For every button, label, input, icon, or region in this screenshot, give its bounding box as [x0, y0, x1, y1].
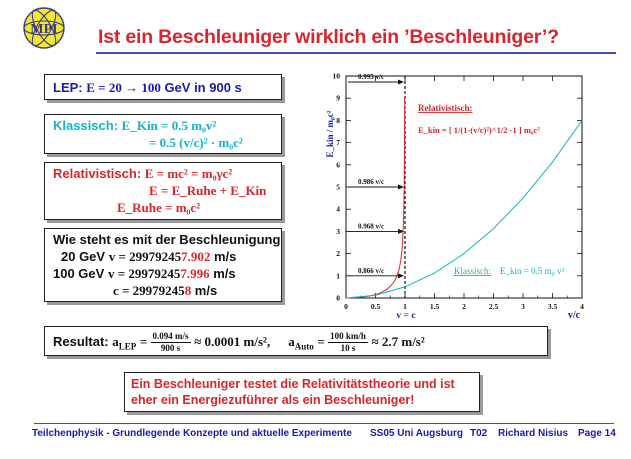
y-axis-label: E_kin / m₀c²	[325, 110, 335, 157]
x-tick-label: 3.5	[548, 302, 558, 311]
relativistisch-box: Relativistisch: E = mc² = m₀γc² E = E_Ru…	[44, 162, 282, 220]
relativistisch-formula-1: E = mc² = m₀γc²	[144, 166, 233, 181]
row2-unit: m/s	[209, 266, 236, 281]
row1-velocity-digits: 7.902	[181, 249, 211, 264]
x-tick-label: 0	[344, 302, 348, 311]
row1-velocity: v = 29979245	[108, 249, 182, 264]
y-tick-label: 5	[336, 183, 340, 192]
beschleunigung-box: Wie steht es mit der Beschleunigung 20 G…	[44, 228, 282, 302]
lep-formula: E = 20 → 100	[86, 80, 161, 95]
lep-fraction: 0.094 m/s 900 s	[150, 331, 191, 354]
footer-semester: SS05 Uni Augsburg	[370, 428, 463, 439]
relativistisch-formula-2: E = E_Ruhe + E_Kin	[149, 183, 267, 198]
x-tick-label: 1.5	[430, 302, 440, 311]
row1-energy: 20 GeV	[61, 249, 109, 264]
slide-title: Ist ein Beschleuniger wirklich ein ’Besc…	[98, 26, 559, 48]
auto-approx: ≈ 2.7 m/s²	[371, 333, 425, 349]
mpi-logo: MPI	[23, 7, 65, 49]
classical-curve	[345, 120, 583, 299]
lep-numerator: 0.094 m/s	[150, 331, 191, 343]
lep-suffix: GeV in 900 s	[160, 80, 242, 95]
legend-relativistisch-label: Relativistisch:	[418, 103, 473, 113]
footer-rule	[34, 423, 614, 424]
relativistisch-formula-3: E_Ruhe = m₀c²	[117, 200, 201, 215]
row2-velocity-digits: 7.996	[180, 266, 210, 281]
klassisch-formula-2: = 0.5 (v/c)² · m₀c²	[149, 135, 243, 150]
conclusion-box: Ein Beschleuniger testet die Relativität…	[124, 372, 480, 412]
logo-text: MPI	[30, 22, 57, 37]
x-tick-label: 4	[580, 302, 584, 311]
x-tick-label: 2.5	[489, 302, 499, 311]
klassisch-formula-1: E_Kin = 0.5 m₀v²	[121, 118, 217, 133]
y-tick-label: 7	[336, 138, 340, 147]
y-tick-label: 6	[336, 160, 340, 169]
y-tick-label: 4	[336, 205, 340, 214]
footer-section: T02	[470, 428, 488, 439]
annotation-arrowhead	[398, 79, 404, 85]
row3-light-speed-digit: 8	[184, 283, 192, 298]
x-axis-label: v/c	[568, 310, 581, 321]
legend-klassisch-formula: E_kin = 0.5 m₀ v²	[500, 266, 564, 276]
a-lep-subscript: LEP	[118, 341, 137, 352]
result-label: Resultat:	[53, 333, 113, 349]
row2-energy: 100 GeV	[53, 266, 108, 281]
annotation-arrowhead	[398, 228, 404, 234]
y-tick-label: 10	[333, 72, 341, 81]
lep-approx: ≈ 0.0001 m/s²,	[194, 333, 271, 349]
row3-light-speed: c = 29979245	[113, 283, 185, 298]
annotation-label: 0.986 v/c	[358, 178, 384, 186]
y-tick-label: 8	[336, 116, 340, 125]
auto-numerator: 100 km/h	[328, 331, 368, 343]
auto-fraction: 100 km/h 10 s	[328, 331, 368, 354]
y-tick-label: 3	[336, 227, 340, 236]
lep-denominator: 900 s	[160, 343, 181, 353]
beschleunigung-heading: Wie steht es mit der Beschleunigung	[53, 232, 281, 247]
annotation-arrowhead	[398, 273, 404, 279]
x-tick-label: 3	[521, 302, 525, 311]
annotation-arrowhead	[398, 184, 404, 190]
energy-velocity-chart: E_kin / m₀c² v/c v = c Relativistisch: E…	[325, 72, 584, 322]
lep-prefix: LEP:	[53, 80, 87, 95]
y-tick-label: 1	[336, 271, 340, 280]
annotation-label: 0.866 v/c	[358, 267, 384, 275]
x-tick-label: 1	[403, 302, 407, 311]
y-tick-label: 2	[336, 249, 340, 258]
row2-velocity: v = 29979245	[107, 266, 181, 281]
row1-unit: m/s	[210, 249, 237, 264]
annotation-label: 0.968 v/c	[358, 222, 384, 230]
row3-unit: m/s	[191, 283, 218, 298]
x-tick-label: 0.5	[371, 302, 381, 311]
klassisch-box: Klassisch: E_Kin = 0.5 m₀v² = 0.5 (v/c)²…	[44, 114, 282, 154]
y-tick-label: 0	[336, 294, 340, 303]
auto-denominator: 10 s	[340, 343, 356, 353]
result-box: Resultat: aLEP = 0.094 m/s 900 s ≈ 0.0001…	[44, 326, 548, 356]
a-lep-symbol: a	[112, 333, 119, 349]
relativistisch-label: Relativistisch:	[53, 166, 145, 181]
vline-label: v = c	[396, 311, 415, 321]
y-tick-label: 9	[336, 94, 340, 103]
klassisch-label: Klassisch:	[53, 118, 122, 133]
lep-box: LEP: E = 20 → 100 GeV in 900 s	[44, 74, 282, 100]
x-tick-label: 2	[462, 302, 466, 311]
footer-page: Page 14	[578, 428, 616, 439]
legend-klassisch-label: Klassisch:	[454, 266, 491, 276]
a-auto-subscript: Auto	[294, 341, 314, 352]
footer-course: Teilchenphysik - Grundlegende Konzepte u…	[32, 428, 352, 439]
footer-author: Richard Nisius	[498, 428, 569, 439]
title-rule	[96, 52, 616, 54]
annotation-label: 0.995 v/c	[358, 73, 384, 81]
legend-relativistisch-formula: E_kin = [ 1/(1-(v/c)²)^1/2 -1 ] m₀c²	[418, 125, 540, 135]
a-auto-symbol: a	[288, 333, 295, 349]
